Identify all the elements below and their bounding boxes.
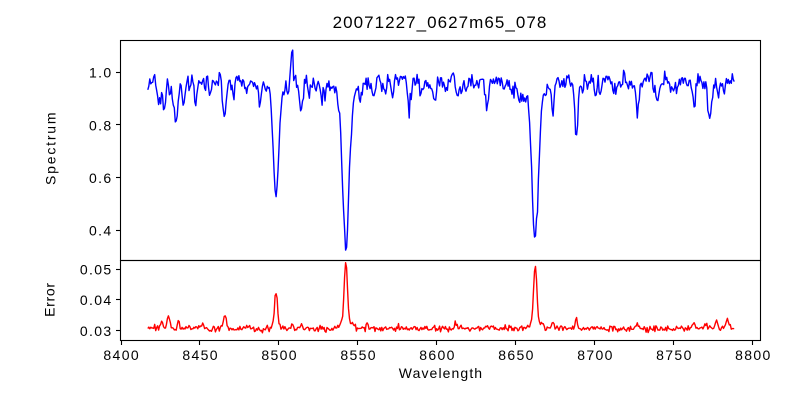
svg-text:0.04: 0.04 [80, 292, 113, 308]
svg-text:8550: 8550 [340, 347, 377, 363]
svg-text:Spectrum: Spectrum [43, 111, 59, 185]
svg-text:8800: 8800 [735, 347, 772, 363]
svg-text:Error: Error [42, 282, 58, 317]
svg-text:8500: 8500 [261, 347, 298, 363]
svg-text:1.0: 1.0 [89, 65, 113, 81]
svg-text:0.03: 0.03 [80, 323, 113, 339]
svg-text:8450: 8450 [182, 347, 219, 363]
svg-text:0.4: 0.4 [89, 223, 113, 239]
svg-text:0.8: 0.8 [89, 117, 113, 133]
svg-text:8600: 8600 [419, 347, 456, 363]
svg-text:20071227_0627m65_078: 20071227_0627m65_078 [333, 13, 548, 32]
svg-text:0.05: 0.05 [80, 261, 113, 277]
svg-text:0.6: 0.6 [89, 170, 113, 186]
svg-text:Wavelength: Wavelength [399, 365, 483, 381]
svg-text:8650: 8650 [498, 347, 535, 363]
svg-text:8700: 8700 [577, 347, 614, 363]
svg-text:8750: 8750 [656, 347, 693, 363]
svg-text:8400: 8400 [103, 347, 140, 363]
